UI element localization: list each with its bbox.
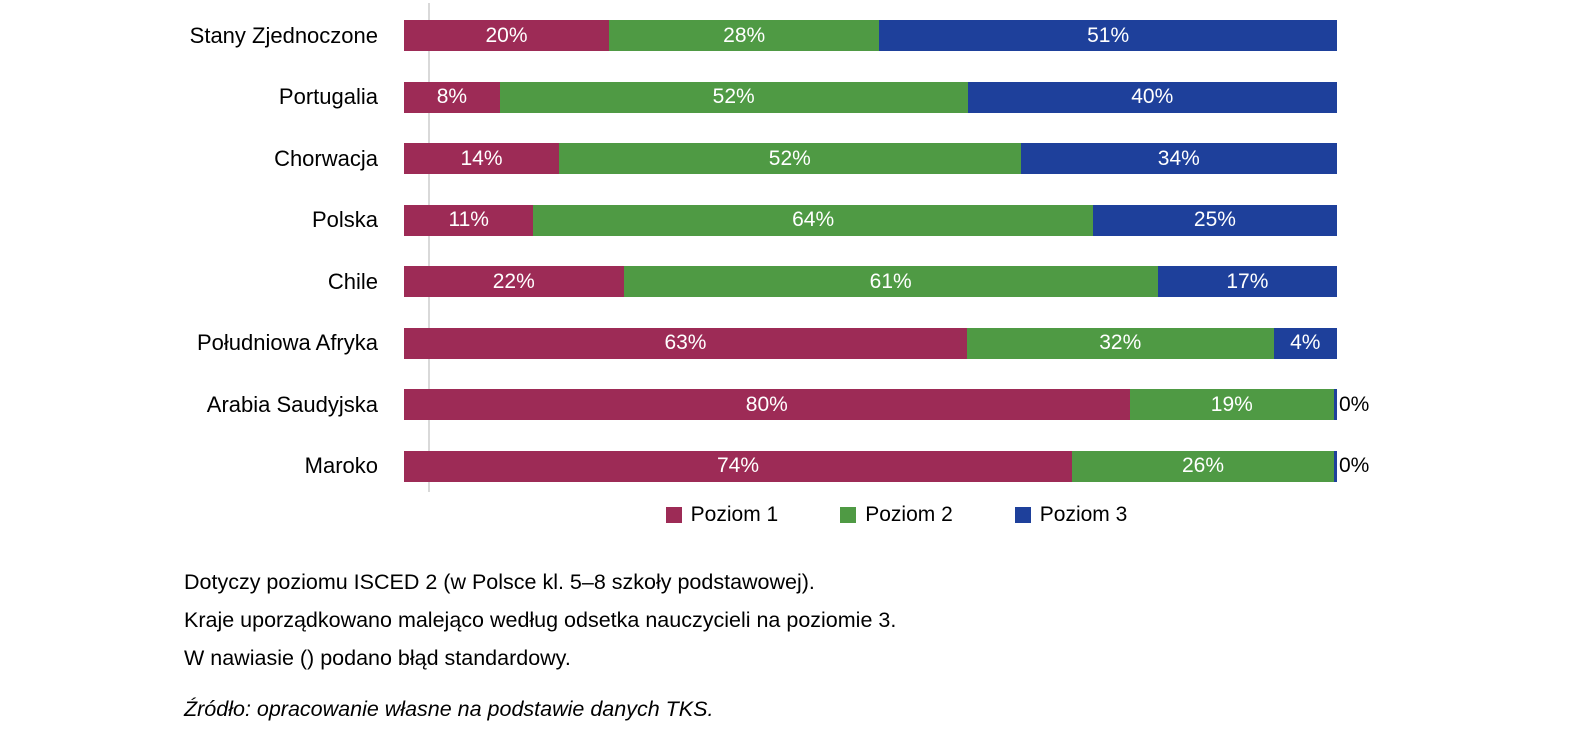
bar-value-label: 8% [436, 85, 468, 109]
bar-segment-poziom-3: 4% [1273, 327, 1337, 359]
bar-value-label: 28% [723, 23, 766, 47]
category-label: Portugalia [278, 84, 378, 110]
category-label: Stany Zjednoczone [189, 22, 378, 48]
bar-segment-poziom-1: 63% [404, 327, 967, 359]
bar-value-label: 40% [1131, 85, 1174, 109]
bar-segment-poziom-2: 52% [499, 81, 968, 113]
footnote-line-1: Dotyczy poziomu ISCED 2 (w Polsce kl. 5–… [184, 570, 815, 594]
bar-segment-poziom-2: 19% [1129, 389, 1334, 421]
bar-segment-poziom-3: 51% [879, 20, 1337, 52]
legend-swatch-poziom-3 [1014, 507, 1031, 523]
bar-value-label-outside: 0% [1339, 392, 1370, 416]
legend-item-poziom-1: Poziom 1 [665, 503, 779, 527]
bar-rows-container: Stany Zjednoczone 20% 28% 51% Portugalia 8% 52… [0, 5, 1369, 497]
legend-label: Poziom 1 [690, 503, 779, 526]
bar-segment-poziom-3 [1334, 450, 1337, 482]
bar-value-label: 11% [448, 208, 489, 232]
bar-value-label: 52% [712, 85, 755, 109]
bar-value-label: 20% [485, 23, 528, 47]
stacked-bar: 63% 32% 4% [404, 327, 1337, 359]
bar-value-label: 4% [1290, 331, 1321, 355]
legend-label: Poziom 3 [1039, 503, 1128, 526]
stacked-bar: 14% 52% 34% [404, 143, 1337, 175]
bar-value-label: 25% [1193, 208, 1236, 232]
stacked-bar: 11% 64% 25% [404, 204, 1337, 236]
bar-segment-poziom-1: 11% [404, 204, 534, 236]
footnote-line-3: W nawiasie () podano błąd standardowy. [184, 646, 571, 670]
bar-value-label: 19% [1210, 392, 1253, 416]
category-label: Polska [311, 207, 378, 233]
bar-value-label: 32% [1099, 331, 1142, 355]
bar-segment-poziom-2: 61% [623, 266, 1158, 298]
category-label: Południowa Afryka [197, 330, 378, 356]
bar-value-label: 63% [664, 331, 707, 355]
bar-segment-poziom-3: 17% [1157, 266, 1337, 298]
bar-segment-poziom-2: 32% [966, 327, 1274, 359]
legend-label: Poziom 2 [865, 503, 953, 526]
legend-swatch-poziom-1 [665, 507, 682, 523]
stacked-bar: 22% 61% 17% [404, 266, 1337, 298]
stacked-bar: 80% 19% [404, 389, 1337, 421]
legend-swatch-poziom-2 [840, 507, 857, 523]
bar-value-label-outside: 0% [1339, 454, 1370, 478]
bar-row: Polska 11% 64% 25% [0, 190, 1369, 252]
stacked-bar: 8% 52% 40% [404, 81, 1337, 113]
bar-segment-poziom-1: 20% [404, 20, 610, 52]
bar-value-label: 52% [768, 146, 811, 170]
bar-value-label: 26% [1182, 454, 1225, 478]
bar-segment-poziom-3 [1334, 389, 1337, 421]
bar-row: Południowa Afryka 63% 32% 4% [0, 313, 1369, 375]
bar-row: Stany Zjednoczone 20% 28% 51% [0, 5, 1369, 67]
bar-segment-poziom-2: 64% [533, 204, 1093, 236]
bar-value-label: 74% [717, 454, 760, 478]
bar-segment-poziom-3: 34% [1020, 143, 1337, 175]
bar-segment-poziom-3: 25% [1092, 204, 1337, 236]
bar-segment-poziom-1: 8% [404, 81, 500, 113]
bar-segment-poziom-2: 52% [559, 143, 1021, 175]
bar-segment-poziom-2: 28% [609, 20, 880, 52]
stacked-bar: 74% 26% [404, 450, 1337, 482]
bar-value-label: 80% [745, 392, 788, 416]
bar-value-label: 34% [1157, 146, 1200, 170]
bar-value-label: 22% [492, 269, 535, 293]
bar-value-label: 51% [1087, 23, 1130, 47]
category-label: Chorwacja [274, 145, 378, 171]
bar-segment-poziom-1: 22% [404, 266, 624, 298]
bar-value-label: 61% [869, 269, 912, 293]
bar-value-label: 17% [1226, 269, 1269, 293]
bar-segment-poziom-3: 40% [967, 81, 1337, 113]
bar-segment-poziom-2: 26% [1072, 450, 1334, 482]
bar-segment-poziom-1: 80% [404, 389, 1130, 421]
legend-item-poziom-2: Poziom 2 [840, 503, 953, 527]
chart-footnotes: Dotyczy poziomu ISCED 2 (w Polsce kl. 5–… [184, 563, 896, 677]
bar-row: Chile 22% 61% 17% [0, 251, 1369, 313]
chart-legend: Poziom 1 Poziom 2 Poziom 3 [430, 503, 1363, 527]
category-label: Maroko [304, 453, 378, 479]
category-label: Arabia Saudyjska [206, 391, 378, 417]
stacked-bar-chart: Stany Zjednoczone 20% 28% 51% Portugalia 8% 52… [0, 5, 1369, 497]
category-label: Chile [327, 268, 378, 294]
bar-row: Portugalia 8% 52% 40% [0, 67, 1369, 129]
y-axis-line [428, 3, 430, 492]
bar-row: Chorwacja 14% 52% 34% [0, 128, 1369, 190]
footnote-line-2: Kraje uporządkowano malejąco według odse… [184, 608, 897, 632]
legend-item-poziom-3: Poziom 3 [1014, 503, 1128, 527]
source-note: Źródło: opracowanie własne na podstawie … [184, 697, 714, 721]
bar-row: Maroko 74% 26% 0% [0, 436, 1369, 498]
bar-value-label: 14% [460, 146, 503, 170]
stacked-bar: 20% 28% 51% [404, 20, 1337, 52]
bar-segment-poziom-1: 14% [404, 143, 559, 175]
bar-row: Arabia Saudyjska 80% 19% 0% [0, 374, 1369, 436]
bar-segment-poziom-1: 74% [404, 450, 1073, 482]
bar-value-label: 64% [792, 208, 835, 232]
